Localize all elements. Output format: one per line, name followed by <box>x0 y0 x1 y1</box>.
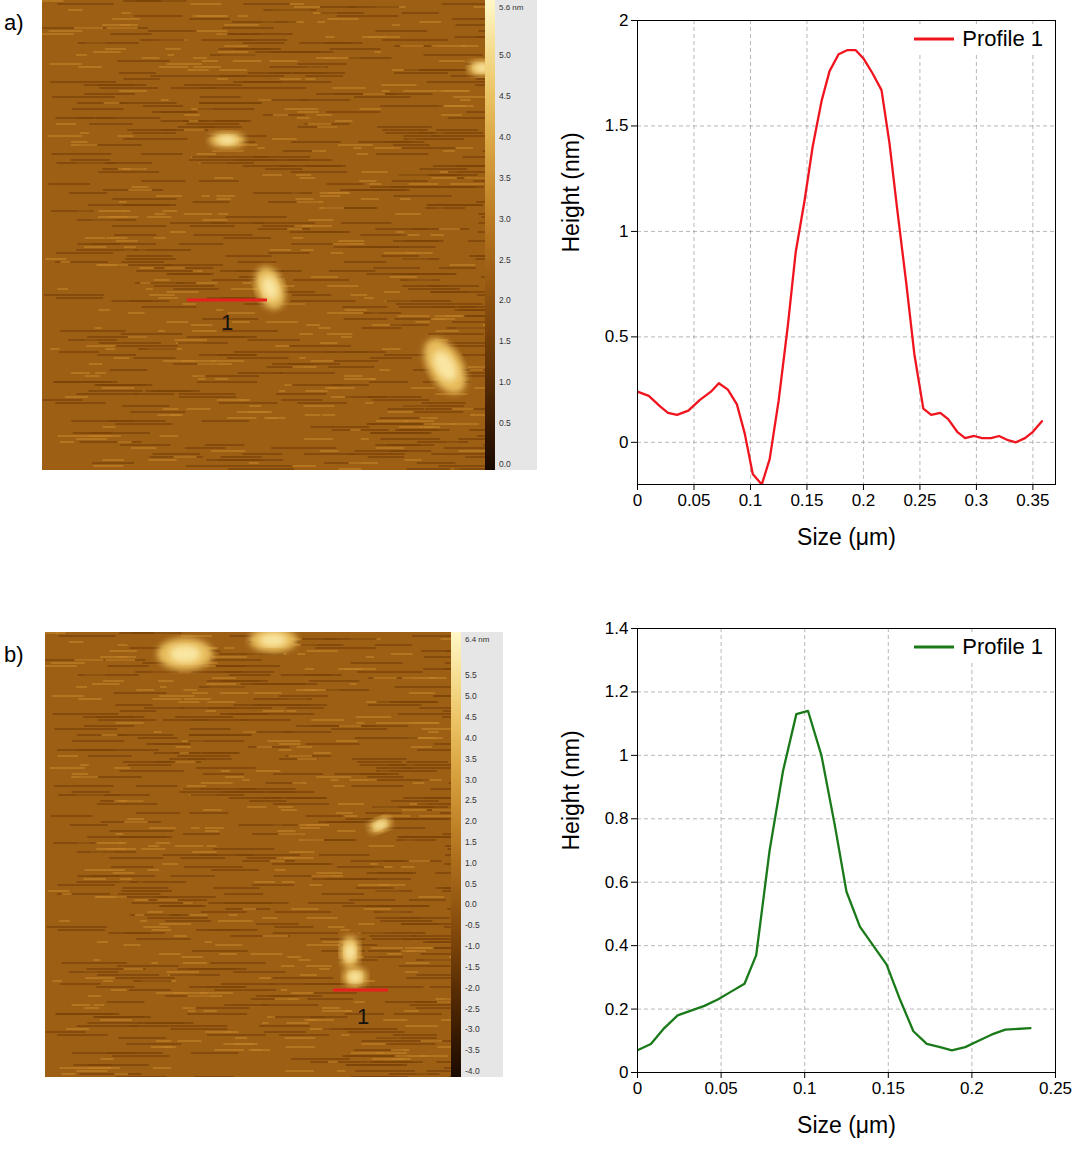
svg-text:-1.5: -1.5 <box>465 962 480 972</box>
svg-text:0.4: 0.4 <box>605 936 629 955</box>
svg-text:3.5: 3.5 <box>465 754 477 764</box>
svg-text:-1.0: -1.0 <box>465 941 480 951</box>
html-text:Profile 1: Profile 1 <box>962 634 1043 659</box>
svg-text:Height (nm): Height (nm) <box>558 132 584 252</box>
svg-text:Height (nm): Height (nm) <box>558 730 584 850</box>
svg-text:4.0: 4.0 <box>499 132 511 142</box>
svg-text:0.05: 0.05 <box>677 491 710 510</box>
svg-text:0.5: 0.5 <box>499 418 511 428</box>
svg-text:0.15: 0.15 <box>790 491 823 510</box>
svg-text:0.5: 0.5 <box>465 879 477 889</box>
svg-text:5.5: 5.5 <box>465 670 477 680</box>
svg-text:0: 0 <box>633 1079 642 1098</box>
svg-text:0.15: 0.15 <box>872 1079 905 1098</box>
svg-text:1.4: 1.4 <box>605 619 629 638</box>
svg-text:0: 0 <box>619 1063 628 1082</box>
svg-text:6.4 nm: 6.4 nm <box>465 635 490 644</box>
svg-text:2.5: 2.5 <box>499 255 511 265</box>
svg-text:0.8: 0.8 <box>605 809 629 828</box>
svg-text:0.2: 0.2 <box>852 491 876 510</box>
html-text:a): a) <box>4 10 24 35</box>
svg-text:1.5: 1.5 <box>465 837 477 847</box>
svg-text:0.0: 0.0 <box>499 459 511 469</box>
svg-text:-2.0: -2.0 <box>465 983 480 993</box>
svg-text:-3.0: -3.0 <box>465 1024 480 1034</box>
svg-text:Size (μm): Size (μm) <box>797 524 896 550</box>
svg-text:0: 0 <box>633 491 642 510</box>
svg-text:2.0: 2.0 <box>465 816 477 826</box>
svg-text:0.1: 0.1 <box>739 491 763 510</box>
svg-text:1.5: 1.5 <box>499 336 511 346</box>
svg-text:Size (μm): Size (μm) <box>797 1112 896 1138</box>
svg-text:1: 1 <box>221 310 233 335</box>
svg-text:0.3: 0.3 <box>965 491 989 510</box>
svg-text:0.1: 0.1 <box>793 1079 817 1098</box>
svg-text:2: 2 <box>619 11 628 30</box>
svg-text:-4.0: -4.0 <box>465 1066 480 1076</box>
svg-text:5.0: 5.0 <box>499 50 511 60</box>
svg-text:1.0: 1.0 <box>465 858 477 868</box>
svg-text:1: 1 <box>619 746 628 765</box>
svg-text:-0.5: -0.5 <box>465 920 480 930</box>
svg-text:0: 0 <box>619 433 628 452</box>
svg-text:0.2: 0.2 <box>960 1079 984 1098</box>
html-text:b): b) <box>4 642 24 667</box>
svg-text:-3.5: -3.5 <box>465 1045 480 1055</box>
svg-text:3.0: 3.0 <box>499 214 511 224</box>
svg-text:-2.5: -2.5 <box>465 1004 480 1014</box>
svg-text:0.0: 0.0 <box>465 899 477 909</box>
svg-text:0.25: 0.25 <box>1039 1079 1072 1098</box>
html-text:Profile 1: Profile 1 <box>962 26 1043 51</box>
svg-text:0.35: 0.35 <box>1016 491 1049 510</box>
svg-text:1.5: 1.5 <box>605 116 629 135</box>
svg-text:5.0: 5.0 <box>465 691 477 701</box>
svg-text:1: 1 <box>357 1004 369 1029</box>
svg-text:0.25: 0.25 <box>903 491 936 510</box>
svg-text:4.5: 4.5 <box>499 91 511 101</box>
svg-text:0.5: 0.5 <box>605 327 629 346</box>
svg-text:4.5: 4.5 <box>465 712 477 722</box>
svg-text:5.6 nm: 5.6 nm <box>499 3 524 12</box>
svg-text:2.5: 2.5 <box>465 795 477 805</box>
svg-text:3.0: 3.0 <box>465 775 477 785</box>
svg-text:0.2: 0.2 <box>605 1000 629 1019</box>
svg-text:1.2: 1.2 <box>605 682 629 701</box>
svg-text:4.0: 4.0 <box>465 733 477 743</box>
svg-text:0.6: 0.6 <box>605 873 629 892</box>
svg-text:2.0: 2.0 <box>499 295 511 305</box>
svg-text:0.05: 0.05 <box>705 1079 738 1098</box>
svg-text:1: 1 <box>619 222 628 241</box>
svg-text:1.0: 1.0 <box>499 377 511 387</box>
svg-text:3.5: 3.5 <box>499 173 511 183</box>
